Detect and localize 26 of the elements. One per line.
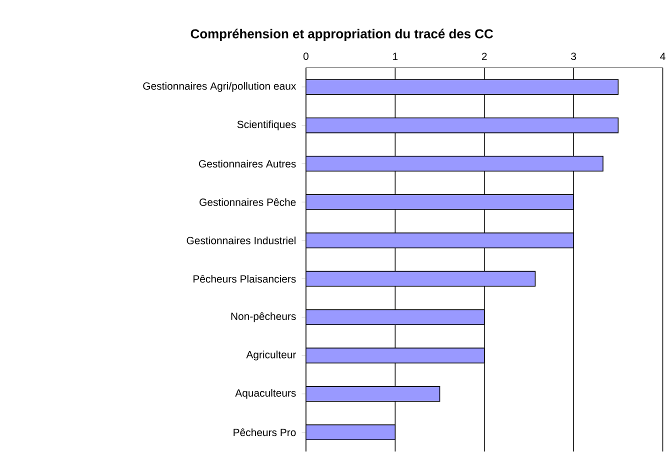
y-tick-label: Gestionnaires Autres xyxy=(199,160,296,168)
y-tick-label: Gestionnaires Agri/pollution eaux xyxy=(143,82,296,92)
bar xyxy=(306,270,536,286)
bar xyxy=(306,232,574,248)
chart-title: Compréhension et appropriation du tracé des CC xyxy=(190,28,494,41)
x-tick-label: 3 xyxy=(571,52,576,60)
y-tick-label: Agriculteur xyxy=(246,350,296,360)
x-tick-label: 1 xyxy=(393,52,398,60)
x-tick-label: 4 xyxy=(660,52,666,60)
y-tick-label: Gestionnaires Industriel xyxy=(186,236,296,244)
y-tick-label: Non-pêcheurs xyxy=(231,312,296,322)
bar xyxy=(306,309,485,325)
y-tick-label: Pêcheurs Plaisanciers xyxy=(194,274,296,282)
bar xyxy=(306,347,485,364)
y-tick-label: Pêcheurs Pro xyxy=(234,428,296,436)
bar xyxy=(306,156,604,172)
y-tick-label: Aquaculteurs xyxy=(235,388,296,399)
x-tick-label: 2 xyxy=(482,52,487,60)
bar xyxy=(306,117,619,133)
bar xyxy=(306,424,396,440)
bar xyxy=(306,386,440,402)
bar xyxy=(306,78,619,95)
y-tick-label: Gestionnaires Pêche xyxy=(200,198,296,206)
y-tick-label: Scientifiques xyxy=(237,120,296,130)
x-tick-label: 0 xyxy=(303,52,308,60)
bar xyxy=(306,194,574,210)
